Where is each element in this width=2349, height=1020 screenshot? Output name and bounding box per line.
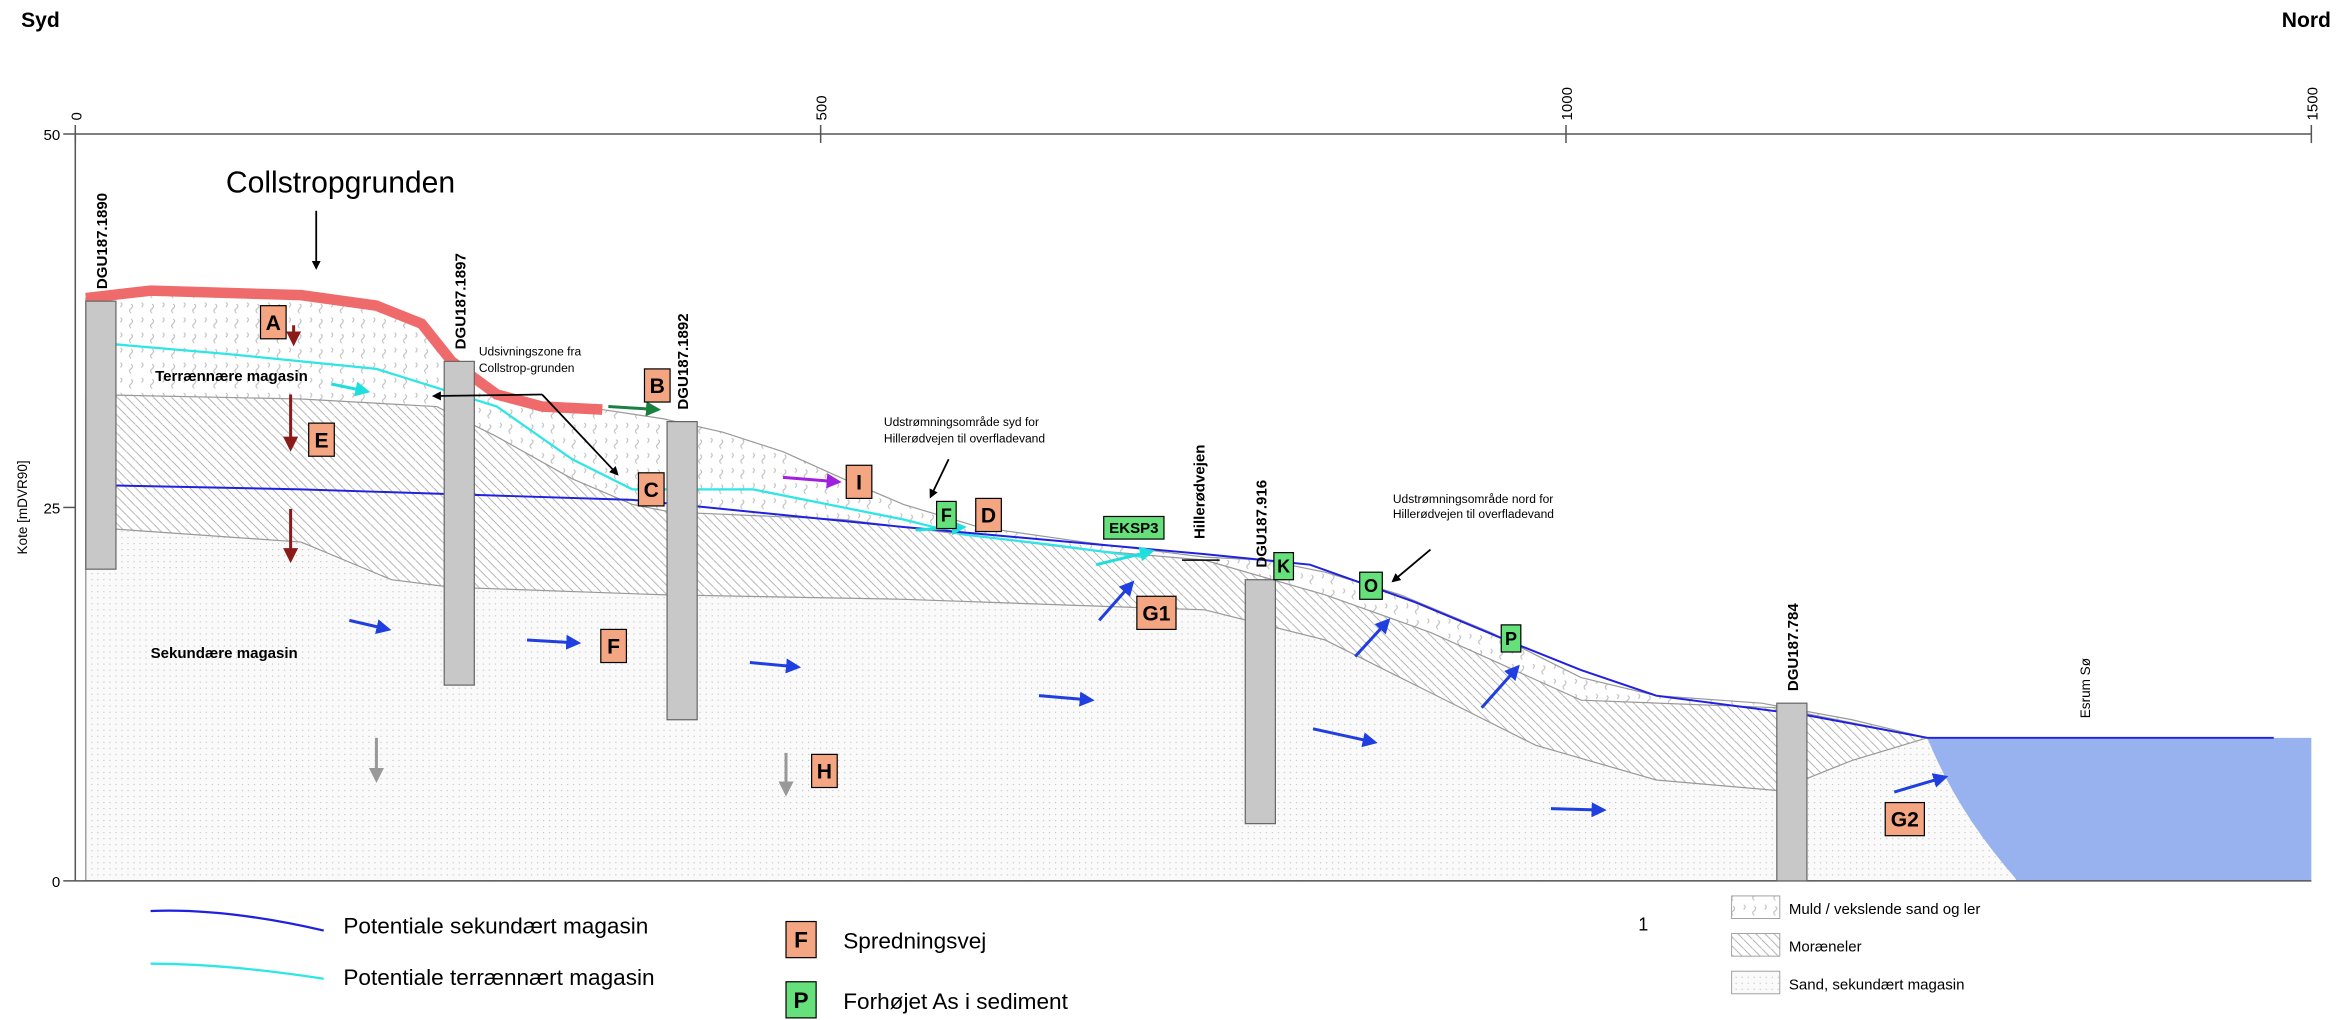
- label: Moræneler: [1789, 939, 1862, 956]
- label: 50: [43, 127, 60, 144]
- legend-line: [151, 964, 324, 979]
- label: Spredningsvej: [843, 929, 986, 954]
- label: F: [607, 636, 620, 659]
- vertical-label: Kote [mDVR90]: [15, 460, 30, 554]
- label: F: [794, 928, 808, 953]
- label: G2: [1891, 809, 1919, 832]
- arrow: [608, 407, 658, 410]
- legend-swatch: [1732, 896, 1780, 919]
- vertical-label: DGU187.1890: [94, 193, 111, 289]
- label: Udstrømningsområde nord for: [1393, 492, 1553, 506]
- label: P: [1505, 629, 1517, 649]
- well: [1777, 703, 1807, 881]
- well: [1245, 580, 1275, 824]
- label: Sand, sekundært magasin: [1789, 976, 1965, 993]
- label: Hillerødvejen til overfladevand: [1393, 507, 1554, 521]
- label: Hillerødvejen til overfladevand: [884, 432, 1045, 446]
- legend-swatch: [1732, 971, 1780, 994]
- cross-section: Syd Nord 0 500 1000 1500 0 25 50 Kote [mDVR90] Col…: [0, 0, 2349, 1020]
- label: D: [981, 505, 996, 528]
- label: Collstrop-grunden: [479, 361, 575, 375]
- well: [86, 301, 116, 569]
- label: Collstropgrunden: [226, 167, 455, 200]
- arrow: [1393, 550, 1431, 582]
- label: B: [650, 375, 665, 398]
- label: Potentiale terrænnært magasin: [343, 965, 654, 990]
- vertical-label: DGU187.1897: [452, 253, 469, 349]
- label: Potentiale sekundært magasin: [343, 914, 648, 939]
- label: K: [1277, 557, 1290, 577]
- label: Udstrømningsområde syd for: [884, 415, 1039, 429]
- arrow: [931, 459, 949, 497]
- label: Nord: [2282, 9, 2331, 32]
- label: A: [266, 312, 281, 335]
- label: I: [856, 471, 862, 494]
- label: Forhøjet As i sediment: [843, 989, 1068, 1014]
- label: P: [794, 988, 809, 1013]
- arrow: [1551, 809, 1604, 811]
- label: 25: [43, 500, 60, 517]
- page: {"header":{"left":"Syd","right":"Nord"},…: [0, 0, 2349, 1020]
- well: [444, 361, 474, 685]
- label: Syd: [21, 9, 60, 32]
- vertical-label: DGU187.784: [1785, 603, 1802, 691]
- legend-swatch: [1732, 934, 1780, 957]
- label: F: [941, 505, 952, 525]
- label: E: [314, 429, 328, 452]
- vertical-label: 1000: [1559, 87, 1576, 120]
- well: [667, 422, 697, 720]
- label: 1: [1638, 915, 1648, 935]
- label: G1: [1142, 602, 1170, 625]
- label: Sekundære magasin: [151, 645, 298, 662]
- label: Terrænnære magasin: [155, 368, 308, 385]
- layers: [86, 291, 2312, 881]
- label: C: [644, 479, 659, 502]
- vertical-label: DGU187.916: [1253, 480, 1270, 568]
- label: EKSP3: [1109, 520, 1158, 537]
- vertical-label: 0: [68, 112, 85, 120]
- label: Muld / vekslende sand og ler: [1789, 901, 1981, 918]
- label: O: [1364, 576, 1378, 596]
- label: H: [817, 761, 832, 784]
- vertical-label: 500: [814, 95, 831, 120]
- vertical-label: 1500: [2304, 87, 2321, 120]
- vertical-label: Hillerødvejen: [1192, 445, 1209, 540]
- vertical-label: DGU187.1892: [675, 313, 692, 409]
- legend-line: [151, 911, 324, 931]
- label: Udsivningszone fra: [479, 344, 582, 358]
- vertical-label: Esrum Sø: [2078, 658, 2093, 718]
- label: 0: [52, 874, 60, 891]
